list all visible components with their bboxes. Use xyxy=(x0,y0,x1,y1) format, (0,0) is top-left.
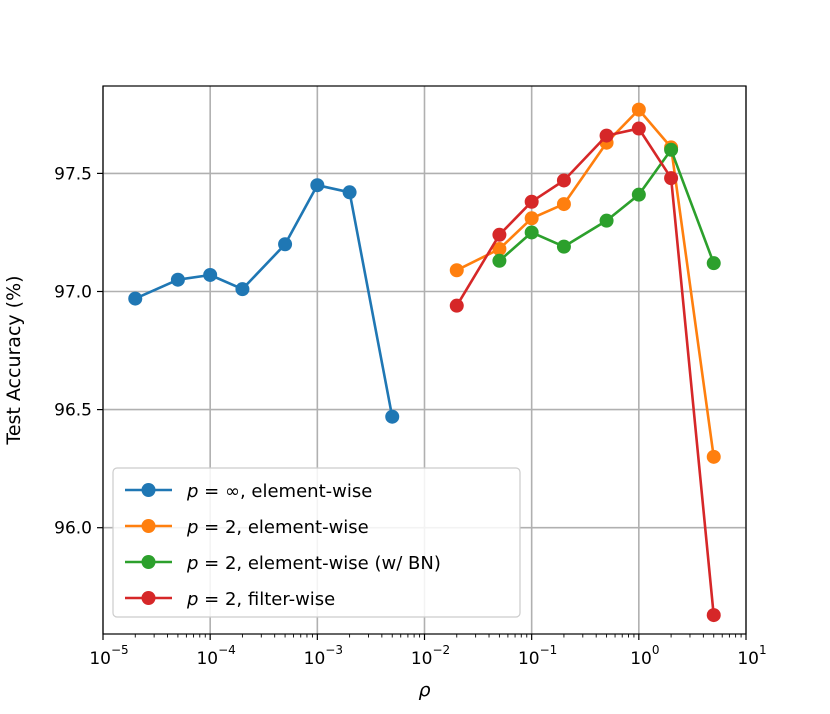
legend-item: p = 2, element-wise xyxy=(125,517,369,538)
legend-marker xyxy=(141,555,156,569)
legend-label: p = ∞, element-wise xyxy=(186,481,372,502)
legend-item: p = 2, element-wise (w/ BN) xyxy=(125,553,441,574)
series-line xyxy=(456,108,715,457)
x-tick-label: 10−3 xyxy=(304,643,343,669)
y-tick-label: 97.5 xyxy=(54,164,92,184)
data-point xyxy=(706,449,721,464)
x-tick-label: 100 xyxy=(630,643,659,669)
x-axis-label: ρ xyxy=(418,679,430,701)
y-tick-label: 96.5 xyxy=(54,401,92,421)
data-point xyxy=(599,128,614,143)
data-point xyxy=(310,178,325,193)
data-point xyxy=(492,227,507,242)
legend-marker xyxy=(141,519,156,533)
data-point xyxy=(492,253,507,268)
legend-label: p = 2, filter-wise xyxy=(186,589,335,610)
data-point xyxy=(631,121,646,136)
legend-label: p = 2, element-wise xyxy=(186,517,369,538)
data-point xyxy=(449,263,464,278)
x-tick-label: 10−1 xyxy=(518,643,557,669)
data-point xyxy=(524,194,539,209)
data-point xyxy=(706,256,721,271)
series-3 xyxy=(492,142,721,271)
y-axis-label: Test Accuracy (%) xyxy=(3,275,25,445)
legend-item: p = ∞, element-wise xyxy=(125,481,372,502)
data-point xyxy=(631,187,646,202)
data-point xyxy=(556,239,571,254)
data-point xyxy=(599,213,614,228)
legend-item: p = 2, filter-wise xyxy=(125,589,335,610)
series-1 xyxy=(128,178,400,424)
data-point xyxy=(556,173,571,188)
x-tick-label: 10−2 xyxy=(411,643,450,669)
data-point xyxy=(492,241,507,256)
series-4 xyxy=(449,121,721,623)
data-point xyxy=(631,102,646,117)
series-line xyxy=(455,127,715,616)
data-point xyxy=(664,171,679,186)
y-tick-label: 96.0 xyxy=(54,519,92,539)
x-tick-label: 10−4 xyxy=(196,643,235,669)
data-point xyxy=(449,298,464,313)
legend-marker xyxy=(141,591,156,605)
legend-marker xyxy=(141,483,156,497)
data-point xyxy=(235,282,250,297)
y-tick-label: 97.0 xyxy=(54,283,92,303)
data-point xyxy=(706,608,721,623)
data-point xyxy=(278,237,293,252)
x-tick-label: 10−5 xyxy=(89,643,128,669)
data-point xyxy=(385,409,400,424)
axis-ticks: 10−5 10−4 10−3 10−2 10−1 100 101 96.0 96.5 97.0 97… xyxy=(54,164,767,669)
data-point xyxy=(170,272,185,287)
legend-label: p = 2, element-wise (w/ BN) xyxy=(186,553,441,574)
legend-box xyxy=(112,467,521,618)
data-point xyxy=(128,291,143,306)
x-tick-label: 101 xyxy=(737,643,766,669)
data-point xyxy=(524,211,539,226)
series-line xyxy=(134,183,394,417)
data-point xyxy=(524,225,539,240)
legend: p = ∞, element-wise p = 2, element-wise p … xyxy=(112,467,521,618)
data-point xyxy=(664,142,679,157)
data-point xyxy=(203,267,218,282)
data-point xyxy=(556,197,571,212)
data-point xyxy=(342,185,357,200)
series-layer xyxy=(128,102,721,623)
